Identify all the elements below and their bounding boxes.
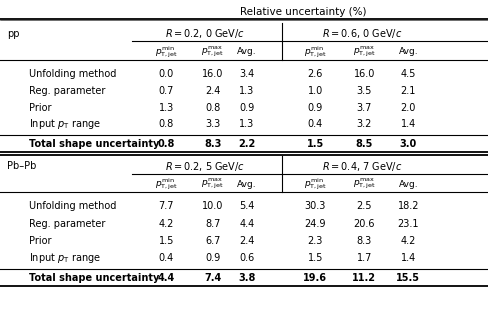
Text: Total shape uncertainty: Total shape uncertainty (29, 273, 160, 283)
Text: 2.5: 2.5 (356, 201, 371, 211)
Text: $p_{\rm T,jet}^{\rm max}$: $p_{\rm T,jet}^{\rm max}$ (201, 177, 224, 191)
Text: 7.4: 7.4 (203, 273, 221, 283)
Text: 8.3: 8.3 (356, 236, 371, 246)
Text: 1.5: 1.5 (158, 236, 174, 246)
Text: $R=0.2,\,5\;\mathrm{GeV}/c$: $R=0.2,\,5\;\mathrm{GeV}/c$ (165, 160, 245, 173)
Text: 1.5: 1.5 (306, 139, 324, 149)
Text: Reg. parameter: Reg. parameter (29, 219, 105, 228)
Text: $p_{\rm T,jet}^{\rm max}$: $p_{\rm T,jet}^{\rm max}$ (201, 45, 224, 59)
Text: Unfolding method: Unfolding method (29, 201, 117, 211)
Text: 3.5: 3.5 (356, 86, 371, 96)
Text: 2.6: 2.6 (307, 69, 323, 79)
Text: pp: pp (7, 29, 20, 39)
Text: Input $p_{\rm T}$ range: Input $p_{\rm T}$ range (29, 117, 101, 132)
Text: 0.8: 0.8 (157, 139, 175, 149)
Text: $p_{\rm T,jet}^{\rm max}$: $p_{\rm T,jet}^{\rm max}$ (352, 45, 375, 59)
Text: 0.4: 0.4 (307, 120, 323, 129)
Text: 0.8: 0.8 (204, 103, 220, 112)
Text: Total shape uncertainty: Total shape uncertainty (29, 139, 160, 149)
Text: $p_{\rm T,jet}^{\rm min}$: $p_{\rm T,jet}^{\rm min}$ (304, 176, 326, 192)
Text: 18.2: 18.2 (397, 201, 418, 211)
Text: 2.4: 2.4 (204, 86, 220, 96)
Text: 1.4: 1.4 (400, 253, 415, 263)
Text: 7.7: 7.7 (158, 201, 174, 211)
Text: 1.3: 1.3 (239, 120, 254, 129)
Text: Relative uncertainty (%): Relative uncertainty (%) (240, 7, 366, 17)
Text: 1.7: 1.7 (356, 253, 371, 263)
Text: 16.0: 16.0 (353, 69, 374, 79)
Text: 3.4: 3.4 (239, 69, 254, 79)
Text: 2.0: 2.0 (400, 103, 415, 112)
Text: 4.2: 4.2 (158, 219, 174, 228)
Text: 0.9: 0.9 (239, 103, 254, 112)
Text: 3.0: 3.0 (399, 139, 416, 149)
Text: 2.2: 2.2 (238, 139, 255, 149)
Text: 8.5: 8.5 (355, 139, 372, 149)
Text: 3.7: 3.7 (356, 103, 371, 112)
Text: $p_{\rm T,jet}^{\rm min}$: $p_{\rm T,jet}^{\rm min}$ (304, 44, 326, 60)
Text: 1.3: 1.3 (158, 103, 174, 112)
Text: $R=0.6,\,0\;\mathrm{GeV}/c$: $R=0.6,\,0\;\mathrm{GeV}/c$ (321, 27, 401, 40)
Text: 10.0: 10.0 (202, 201, 223, 211)
Text: 1.0: 1.0 (307, 86, 323, 96)
Text: 11.2: 11.2 (351, 273, 376, 283)
Text: 3.3: 3.3 (204, 120, 220, 129)
Text: 0.6: 0.6 (239, 253, 254, 263)
Text: 3.8: 3.8 (238, 273, 255, 283)
Text: 4.4: 4.4 (239, 219, 254, 228)
Text: 4.5: 4.5 (400, 69, 415, 79)
Text: $p_{\rm T,jet}^{\rm min}$: $p_{\rm T,jet}^{\rm min}$ (155, 44, 177, 60)
Text: 2.4: 2.4 (239, 236, 254, 246)
Text: 24.9: 24.9 (304, 219, 325, 228)
Text: 1.3: 1.3 (239, 86, 254, 96)
Text: $R=0.2,\,0\;\mathrm{GeV}/c$: $R=0.2,\,0\;\mathrm{GeV}/c$ (165, 27, 245, 40)
Text: Avg.: Avg. (237, 47, 256, 56)
Text: 1.5: 1.5 (307, 253, 323, 263)
Text: 4.4: 4.4 (157, 273, 175, 283)
Text: Avg.: Avg. (398, 179, 417, 189)
Text: 0.9: 0.9 (307, 103, 323, 112)
Text: 4.2: 4.2 (400, 236, 415, 246)
Text: 5.4: 5.4 (239, 201, 254, 211)
Text: 1.4: 1.4 (400, 120, 415, 129)
Text: 8.7: 8.7 (204, 219, 220, 228)
Text: $p_{\rm T,jet}^{\rm min}$: $p_{\rm T,jet}^{\rm min}$ (155, 176, 177, 192)
Text: Unfolding method: Unfolding method (29, 69, 117, 79)
Text: 8.3: 8.3 (203, 139, 221, 149)
Text: 16.0: 16.0 (202, 69, 223, 79)
Text: $R=0.4,\,7\;\mathrm{GeV}/c$: $R=0.4,\,7\;\mathrm{GeV}/c$ (321, 160, 401, 173)
Text: Input $p_{\rm T}$ range: Input $p_{\rm T}$ range (29, 251, 101, 265)
Text: Prior: Prior (29, 236, 52, 246)
Text: 3.2: 3.2 (356, 120, 371, 129)
Text: 0.7: 0.7 (158, 86, 174, 96)
Text: Avg.: Avg. (237, 179, 256, 189)
Text: $p_{\rm T,jet}^{\rm max}$: $p_{\rm T,jet}^{\rm max}$ (352, 177, 375, 191)
Text: 0.8: 0.8 (158, 120, 174, 129)
Text: Prior: Prior (29, 103, 52, 112)
Text: Pb–Pb: Pb–Pb (7, 161, 37, 171)
Text: 6.7: 6.7 (204, 236, 220, 246)
Text: 23.1: 23.1 (397, 219, 418, 228)
Text: 15.5: 15.5 (395, 273, 420, 283)
Text: 30.3: 30.3 (304, 201, 325, 211)
Text: 0.4: 0.4 (158, 253, 174, 263)
Text: 0.9: 0.9 (204, 253, 220, 263)
Text: 19.6: 19.6 (303, 273, 327, 283)
Text: 2.1: 2.1 (400, 86, 415, 96)
Text: 2.3: 2.3 (307, 236, 323, 246)
Text: 20.6: 20.6 (353, 219, 374, 228)
Text: 0.0: 0.0 (158, 69, 174, 79)
Text: Avg.: Avg. (398, 47, 417, 56)
Text: Reg. parameter: Reg. parameter (29, 86, 105, 96)
